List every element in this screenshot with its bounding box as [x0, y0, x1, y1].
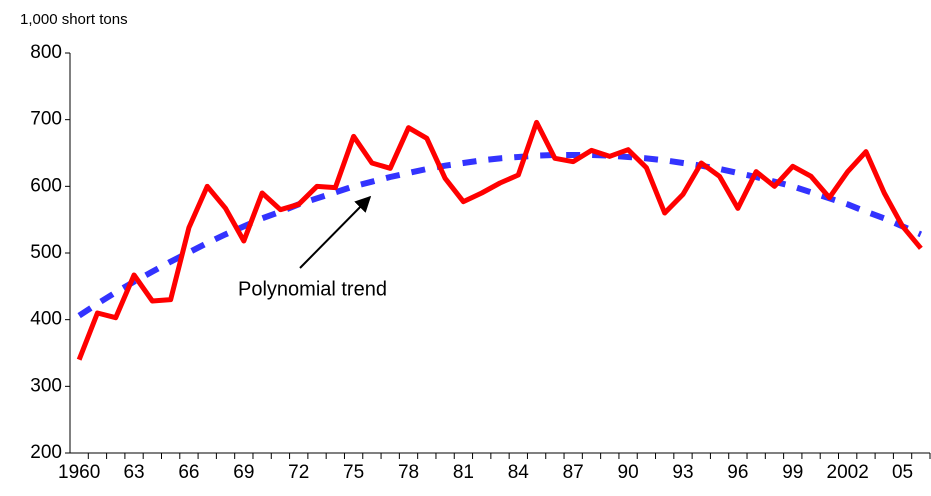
y-tick-label: 300 [30, 375, 62, 396]
x-tick-label: 81 [453, 462, 474, 483]
x-tick-label: 2002 [827, 462, 869, 483]
trend-line [77, 152, 923, 319]
data-line [76, 119, 923, 361]
x-tick-label: 75 [343, 462, 364, 483]
x-tick-label: 84 [508, 462, 530, 483]
x-tick-label: 87 [563, 462, 584, 483]
y-tick-label: 700 [30, 109, 62, 130]
x-tick-label: 69 [233, 462, 254, 483]
y-tick-label: 800 [30, 42, 62, 63]
annotation-arrow [299, 195, 372, 269]
x-tick-label: 72 [288, 462, 309, 483]
y-tick-label: 200 [30, 442, 62, 463]
y-tick-label: 400 [30, 309, 62, 330]
y-tick-label: 600 [30, 175, 62, 196]
y-tick-label: 500 [30, 242, 62, 263]
x-tick-label: 1960 [58, 462, 100, 483]
y-axis-label: 1,000 short tons [20, 11, 128, 28]
x-tick-label: 90 [618, 462, 639, 483]
x-tick-label: 63 [123, 462, 144, 483]
x-tick-label: 05 [892, 462, 913, 483]
x-tick-label: 96 [727, 462, 748, 483]
x-tick-label: 66 [178, 462, 199, 483]
annotation: Polynomial trend [238, 278, 387, 300]
x-tick-label: 99 [782, 462, 803, 483]
x-tick-label: 93 [672, 462, 693, 483]
x-tick-label: 78 [398, 462, 419, 483]
